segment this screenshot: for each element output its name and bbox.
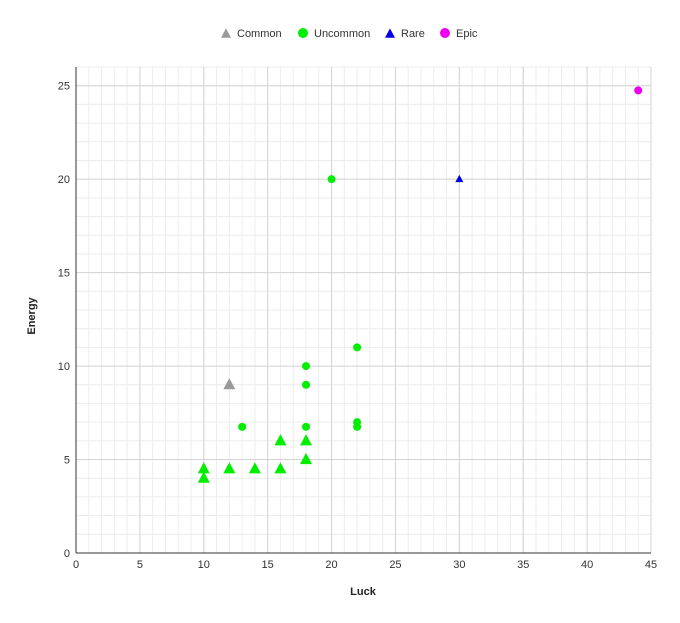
y-tick-label: 0 — [64, 548, 70, 560]
x-tick-label: 15 — [262, 559, 274, 571]
legend-label-uncommon: Uncommon — [314, 28, 370, 40]
point-uncommon — [353, 418, 362, 427]
point-uncommon — [302, 380, 310, 389]
x-tick-label: 45 — [645, 559, 657, 571]
x-tick-label: 40 — [581, 559, 593, 571]
point-rare — [455, 174, 464, 183]
x-tick-label: 25 — [389, 559, 401, 571]
point-uncommon — [197, 471, 210, 483]
legend-label-rare: Rare — [401, 28, 425, 40]
point-uncommon — [248, 462, 261, 474]
point-uncommon — [353, 343, 362, 352]
point-uncommon — [300, 452, 312, 465]
x-tick-label: 0 — [73, 559, 79, 571]
legend-marker-common — [221, 28, 231, 38]
point-uncommon — [274, 462, 287, 474]
data-points — [197, 86, 643, 483]
y-axis-title: Energy — [26, 296, 38, 334]
point-uncommon — [302, 422, 310, 431]
x-axis-title: Luck — [350, 586, 377, 598]
y-tick-label: 10 — [58, 361, 70, 373]
x-tick-label: 5 — [137, 559, 143, 571]
x-tick-label: 10 — [198, 559, 210, 571]
minor-grid — [75, 66, 652, 554]
y-tick-label: 5 — [64, 455, 70, 467]
x-tick-label: 20 — [325, 559, 337, 571]
point-uncommon — [274, 434, 287, 446]
point-uncommon — [300, 434, 312, 446]
point-uncommon — [238, 422, 247, 431]
point-common — [223, 378, 236, 390]
point-uncommon — [197, 462, 210, 474]
legend-marker-uncommon — [298, 28, 308, 38]
axes — [75, 67, 651, 554]
legend: Common Uncommon Rare Epic — [221, 28, 478, 40]
y-tick-labels: 0 5 10 15 20 25 — [58, 81, 70, 560]
point-uncommon — [327, 175, 336, 184]
x-tick-label: 30 — [453, 559, 465, 571]
y-tick-label: 20 — [58, 174, 70, 186]
point-epic — [634, 86, 643, 95]
point-uncommon — [223, 462, 236, 474]
y-tick-label: 15 — [58, 268, 70, 280]
point-uncommon — [302, 362, 310, 371]
legend-label-epic: Epic — [456, 28, 478, 40]
legend-marker-epic — [440, 28, 450, 38]
x-tick-label: 35 — [517, 559, 529, 571]
legend-marker-rare — [385, 28, 395, 38]
x-tick-labels: 0 5 10 15 20 25 30 35 40 45 — [73, 559, 657, 571]
legend-label-common: Common — [237, 28, 282, 40]
y-tick-label: 25 — [58, 81, 70, 93]
